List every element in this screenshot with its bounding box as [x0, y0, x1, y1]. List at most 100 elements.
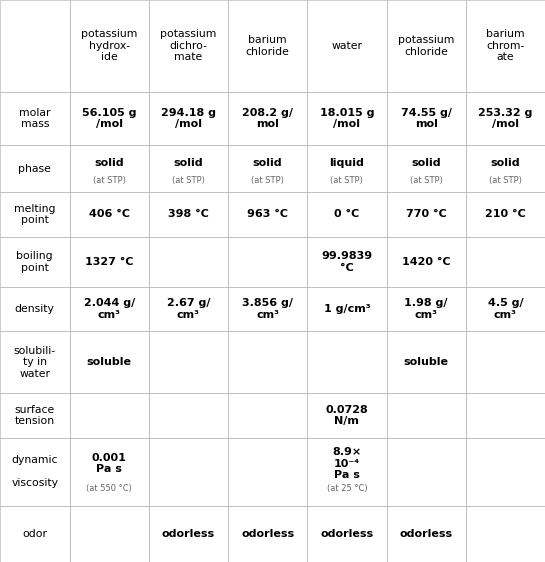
Text: odorless: odorless [241, 529, 294, 539]
Bar [228, 237, 307, 287]
Text: density: density [15, 304, 54, 314]
Bar [386, 438, 466, 506]
Bar [466, 92, 545, 145]
Bar [149, 0, 228, 92]
Text: barium
chrom-
ate: barium chrom- ate [486, 29, 525, 62]
Bar [149, 393, 228, 438]
Text: 3.856 g/
cm³: 3.856 g/ cm³ [242, 298, 293, 320]
Bar [228, 145, 307, 192]
Text: 18.015 g
/mol: 18.015 g /mol [320, 107, 374, 129]
Bar [386, 287, 466, 331]
Text: solid: solid [411, 158, 441, 168]
Text: 0 °C: 0 °C [334, 210, 360, 219]
Text: 1.98 g/
cm³: 1.98 g/ cm³ [404, 298, 448, 320]
Text: 74.55 g/
mol: 74.55 g/ mol [401, 107, 452, 129]
Bar [70, 145, 149, 192]
Bar [149, 331, 228, 393]
Bar [307, 287, 386, 331]
Bar [228, 506, 307, 562]
Bar [70, 438, 149, 506]
Text: odorless: odorless [162, 529, 215, 539]
Bar [70, 506, 149, 562]
Bar [386, 0, 466, 92]
Bar [307, 506, 386, 562]
Text: 2.044 g/
cm³: 2.044 g/ cm³ [83, 298, 135, 320]
Text: (at STP): (at STP) [330, 176, 364, 185]
Bar [307, 438, 386, 506]
Text: 406 °C: 406 °C [89, 210, 130, 219]
Text: 1327 °C: 1327 °C [85, 257, 134, 267]
Text: (at 25 °C): (at 25 °C) [326, 484, 367, 493]
Bar [466, 145, 545, 192]
Bar [0, 506, 70, 562]
Bar [466, 393, 545, 438]
Bar [228, 287, 307, 331]
Text: solid: solid [174, 158, 203, 168]
Text: surface
tension: surface tension [15, 405, 55, 427]
Bar [466, 506, 545, 562]
Text: phase: phase [19, 164, 51, 174]
Text: (at 550 °C): (at 550 °C) [86, 484, 132, 493]
Text: 770 °C: 770 °C [406, 210, 446, 219]
Bar [307, 237, 386, 287]
Bar [386, 331, 466, 393]
Text: (at STP): (at STP) [93, 176, 125, 185]
Bar [70, 331, 149, 393]
Bar [307, 92, 386, 145]
Bar [228, 331, 307, 393]
Bar [466, 237, 545, 287]
Bar [466, 0, 545, 92]
Bar [307, 393, 386, 438]
Bar [70, 0, 149, 92]
Bar [466, 331, 545, 393]
Text: 208.2 g/
mol: 208.2 g/ mol [242, 107, 293, 129]
Text: soluble: soluble [404, 357, 449, 368]
Bar [0, 145, 70, 192]
Text: potassium
hydrox-
ide: potassium hydrox- ide [81, 29, 137, 62]
Bar [228, 393, 307, 438]
Bar [307, 145, 386, 192]
Bar [70, 287, 149, 331]
Text: dynamic

viscosity: dynamic viscosity [11, 455, 58, 488]
Bar [149, 506, 228, 562]
Bar [0, 0, 70, 92]
Bar [70, 192, 149, 237]
Bar [70, 92, 149, 145]
Bar [0, 92, 70, 145]
Text: 398 °C: 398 °C [168, 210, 209, 219]
Bar [466, 287, 545, 331]
Bar [228, 192, 307, 237]
Text: 0.0728
N/m: 0.0728 N/m [325, 405, 368, 427]
Bar [307, 0, 386, 92]
Bar [307, 192, 386, 237]
Bar [0, 192, 70, 237]
Text: 56.105 g
/mol: 56.105 g /mol [82, 107, 136, 129]
Text: 210 °C: 210 °C [485, 210, 526, 219]
Bar [0, 331, 70, 393]
Text: odorless: odorless [320, 529, 373, 539]
Text: boiling
point: boiling point [16, 251, 53, 273]
Text: 253.32 g
/mol: 253.32 g /mol [478, 107, 532, 129]
Bar [386, 393, 466, 438]
Bar [386, 145, 466, 192]
Bar [0, 287, 70, 331]
Text: (at STP): (at STP) [410, 176, 443, 185]
Text: odorless: odorless [399, 529, 453, 539]
Bar [386, 237, 466, 287]
Text: molar
mass: molar mass [19, 107, 51, 129]
Bar [386, 506, 466, 562]
Text: solid: solid [253, 158, 282, 168]
Bar [149, 92, 228, 145]
Text: soluble: soluble [87, 357, 132, 368]
Text: 8.9×
10⁻⁴
Pa s: 8.9× 10⁻⁴ Pa s [332, 447, 361, 480]
Bar [386, 92, 466, 145]
Bar [228, 0, 307, 92]
Bar [149, 287, 228, 331]
Text: odor: odor [22, 529, 47, 539]
Text: 99.9839
°C: 99.9839 °C [322, 251, 372, 273]
Bar [386, 192, 466, 237]
Bar [149, 438, 228, 506]
Text: 4.5 g/
cm³: 4.5 g/ cm³ [488, 298, 523, 320]
Text: 1420 °C: 1420 °C [402, 257, 451, 267]
Bar [0, 438, 70, 506]
